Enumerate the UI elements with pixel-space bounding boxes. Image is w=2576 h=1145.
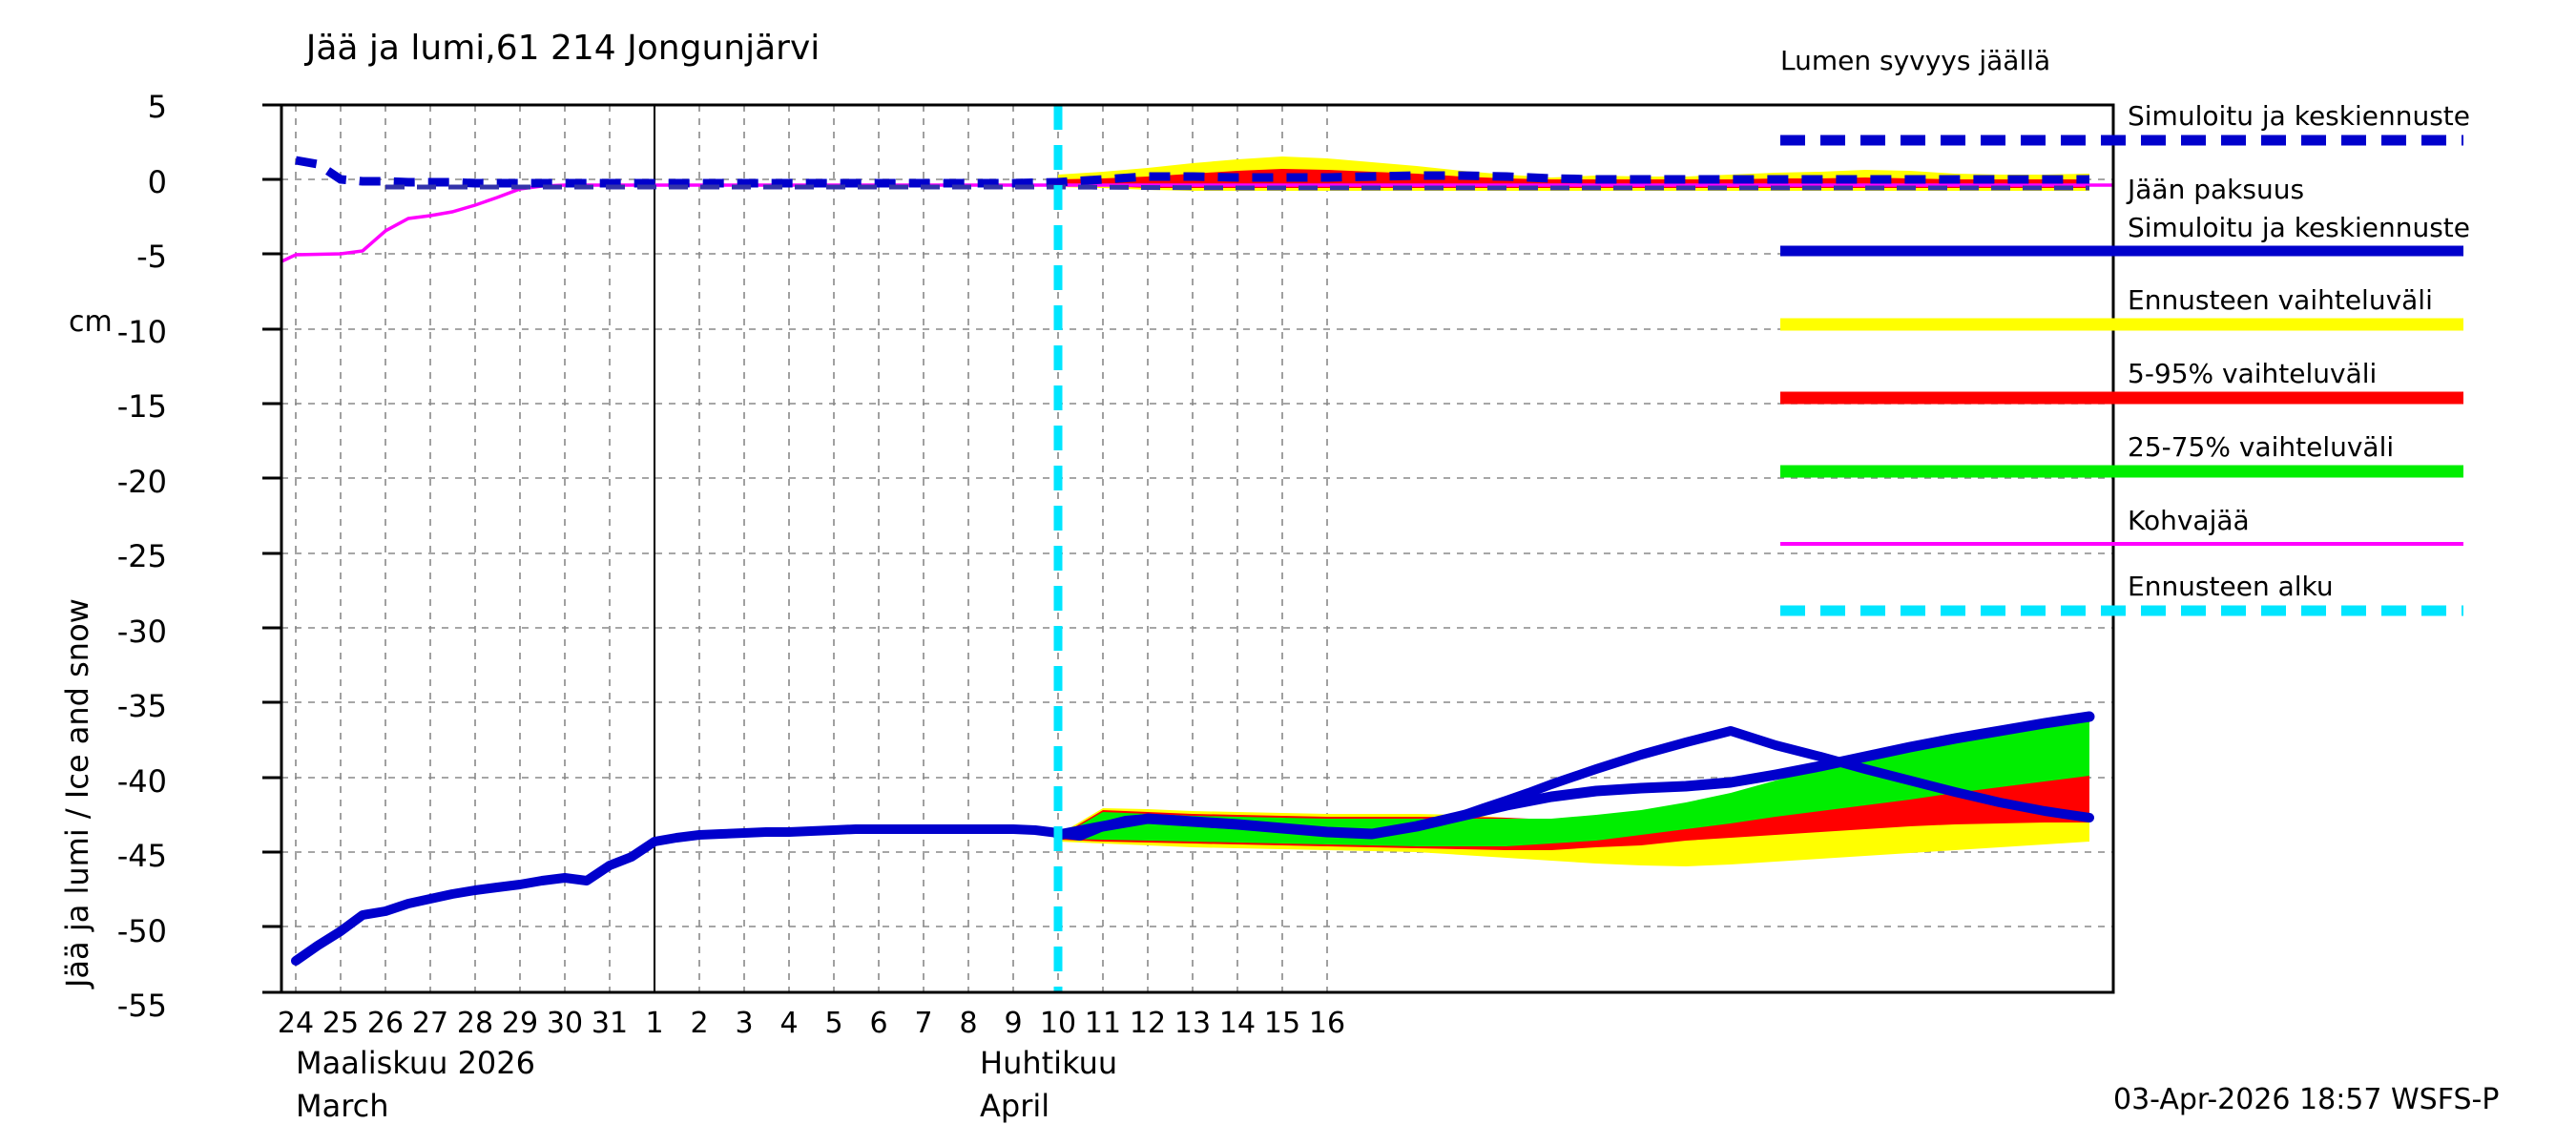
series-ice-forecast-median bbox=[1052, 711, 2095, 841]
x-tick-20: 13 bbox=[1174, 1007, 1212, 1040]
y-axis-ticks bbox=[262, 103, 281, 994]
legend-label-5: 25-75% vaihteluväli bbox=[2128, 431, 2395, 463]
y-tick-0: 0 bbox=[147, 164, 167, 200]
x-tick-14: 7 bbox=[914, 1007, 933, 1040]
footer-timestamp: 03-Apr-2026 18:57 WSFS-P bbox=[2113, 1083, 2500, 1116]
ice-band-green bbox=[1058, 713, 2089, 846]
x-tick-0: 24 bbox=[277, 1007, 315, 1040]
x-axis-month-primary-en: March bbox=[296, 1088, 389, 1124]
y-tick-m20: -20 bbox=[116, 464, 167, 500]
legend-label-7: Ennusteen alku bbox=[2128, 571, 2334, 602]
y-tick-m25: -25 bbox=[116, 538, 167, 574]
y-tick-m10: -10 bbox=[116, 314, 167, 350]
y-tick-m50: -50 bbox=[116, 913, 167, 949]
plot-background bbox=[281, 105, 2113, 992]
x-tick-3: 27 bbox=[411, 1007, 449, 1040]
x-tick-13: 6 bbox=[869, 1007, 888, 1040]
snow-band-red bbox=[1058, 169, 2089, 188]
x-tick-9: 2 bbox=[690, 1007, 709, 1040]
x-tick-10: 3 bbox=[735, 1007, 754, 1040]
x-tick-19: 12 bbox=[1129, 1007, 1167, 1040]
legend-title: Lumen syvyys jäällä bbox=[1780, 45, 2051, 76]
x-axis-month-secondary: Huhtikuu bbox=[980, 1045, 1118, 1081]
x-tick-15: 8 bbox=[959, 1007, 978, 1040]
x-tick-21: 14 bbox=[1218, 1007, 1257, 1040]
x-tick-23: 16 bbox=[1308, 1007, 1346, 1040]
y-tick-m45: -45 bbox=[116, 838, 167, 874]
y-tick-m15: -15 bbox=[116, 388, 167, 425]
x-tick-7: 31 bbox=[591, 1007, 629, 1040]
y-tick-m5: -5 bbox=[136, 239, 167, 275]
legend-label-3: Ennusteen vaihteluväli bbox=[2128, 284, 2433, 316]
x-tick-2: 26 bbox=[366, 1007, 405, 1040]
x-tick-4: 28 bbox=[456, 1007, 494, 1040]
x-axis-month-secondary-en: April bbox=[980, 1088, 1050, 1124]
x-axis-month-primary: Maaliskuu 2026 bbox=[296, 1045, 535, 1081]
legend-swatches bbox=[1780, 135, 2463, 616]
y-tick-m55: -55 bbox=[116, 988, 167, 1024]
series-snow-depth-lower bbox=[385, 184, 2089, 191]
x-tick-8: 1 bbox=[645, 1007, 664, 1040]
legend-label-1: Jään paksuus bbox=[2128, 174, 2305, 205]
x-tick-1: 25 bbox=[322, 1007, 360, 1040]
chart-title: Jää ja lumi,61 214 Jongunjärvi bbox=[305, 29, 821, 68]
x-tick-17: 10 bbox=[1039, 1007, 1077, 1040]
legend-label-0: Simuloitu ja keskiennuste bbox=[2128, 100, 2471, 132]
y-tick-m35: -35 bbox=[116, 688, 167, 724]
x-tick-12: 5 bbox=[824, 1007, 843, 1040]
y-tick-m30: -30 bbox=[116, 614, 167, 650]
y-tick-5: 5 bbox=[147, 89, 167, 125]
x-tick-18: 11 bbox=[1084, 1007, 1122, 1040]
legend-label-2: Simuloitu ja keskiennuste bbox=[2128, 212, 2471, 243]
x-tick-16: 9 bbox=[1004, 1007, 1023, 1040]
x-tick-5: 29 bbox=[501, 1007, 539, 1040]
y-axis-unit: cm bbox=[69, 305, 113, 339]
y-tick-m40: -40 bbox=[116, 763, 167, 800]
x-tick-11: 4 bbox=[779, 1007, 799, 1040]
x-tick-6: 30 bbox=[546, 1007, 584, 1040]
legend-label-4: 5-95% vaihteluväli bbox=[2128, 358, 2378, 389]
legend-label-6: Kohvajää bbox=[2128, 505, 2250, 536]
x-tick-22: 15 bbox=[1263, 1007, 1301, 1040]
